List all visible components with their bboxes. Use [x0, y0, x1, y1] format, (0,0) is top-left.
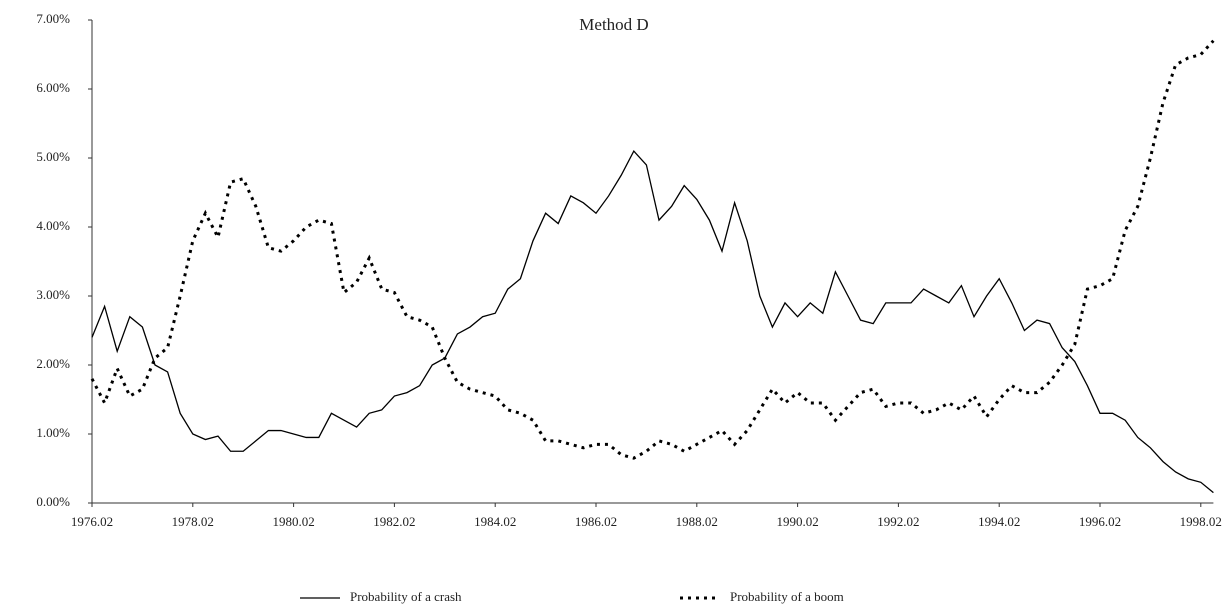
x-tick-label: 1976.02	[71, 514, 113, 529]
y-tick-label: 2.00%	[36, 356, 70, 371]
x-tick-label: 1992.02	[877, 514, 919, 529]
y-tick-label: 1.00%	[36, 425, 70, 440]
x-tick-label: 1984.02	[474, 514, 516, 529]
legend-label: Probability of a crash	[350, 589, 462, 604]
chart-title: Method D	[579, 15, 648, 34]
x-tick-label: 1978.02	[172, 514, 214, 529]
x-tick-label: 1982.02	[373, 514, 415, 529]
x-tick-label: 1988.02	[676, 514, 718, 529]
x-tick-label: 1986.02	[575, 514, 617, 529]
y-tick-label: 5.00%	[36, 149, 70, 164]
y-tick-label: 0.00%	[36, 494, 70, 509]
y-tick-label: 7.00%	[36, 11, 70, 26]
x-tick-label: 1996.02	[1079, 514, 1121, 529]
line-series	[90, 39, 1215, 460]
x-tick-label: 1998.02	[1180, 514, 1222, 529]
y-tick-label: 3.00%	[36, 287, 70, 302]
legend-label: Probability of a boom	[730, 589, 844, 604]
line-series	[91, 149, 1214, 494]
x-tick-label: 1980.02	[272, 514, 314, 529]
y-tick-label: 4.00%	[36, 218, 70, 233]
x-tick-label: 1990.02	[776, 514, 818, 529]
y-tick-label: 6.00%	[36, 80, 70, 95]
x-tick-label: 1994.02	[978, 514, 1020, 529]
